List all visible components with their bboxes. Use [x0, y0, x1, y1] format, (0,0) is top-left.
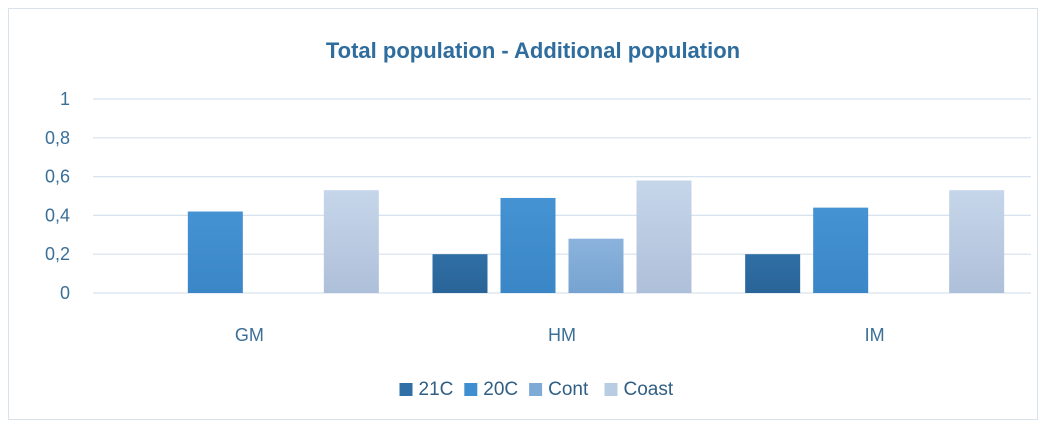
- bar-coast-hm: [636, 180, 692, 293]
- legend-swatch-21c: [399, 383, 413, 396]
- y-axis-ticks: 0 0,2 0,4 0,6 0,8 1: [45, 89, 70, 303]
- bar-20c-gm: [187, 211, 243, 293]
- x-tick-label: GM: [235, 325, 264, 345]
- legend-label-20c: 20C: [483, 379, 518, 400]
- bar-21c-hm: [432, 254, 488, 293]
- bar-21c-im: [745, 254, 801, 293]
- legend-label-21c: 21C: [419, 379, 454, 400]
- y-tick-label: 1: [60, 89, 70, 109]
- y-tick-label: 0,8: [45, 128, 70, 148]
- y-tick-label: 0: [60, 283, 70, 303]
- bars: [187, 180, 1005, 293]
- bar-20c-im: [813, 207, 869, 293]
- bar-coast-gm: [323, 190, 379, 293]
- legend-label-coast: Coast: [624, 379, 674, 400]
- legend-swatch-20c: [464, 383, 478, 396]
- x-axis-ticks: GM HM IM: [235, 325, 885, 345]
- bar-20c-hm: [500, 197, 556, 293]
- y-tick-label: 0,2: [45, 244, 70, 264]
- x-tick-label: IM: [865, 325, 885, 345]
- y-tick-label: 0,6: [45, 167, 70, 187]
- legend: 21C 20C Cont Coast: [399, 379, 674, 400]
- y-tick-label: 0,4: [45, 205, 70, 225]
- gridlines: [93, 98, 1031, 294]
- legend-swatch-coast: [604, 383, 618, 396]
- legend-label-cont: Cont: [548, 379, 589, 400]
- bar-cont-hm: [568, 238, 624, 293]
- x-tick-label: HM: [548, 325, 576, 345]
- chart-title: Total population - Additional population: [326, 38, 740, 63]
- bar-coast-im: [949, 190, 1005, 293]
- legend-swatch-cont: [529, 383, 543, 396]
